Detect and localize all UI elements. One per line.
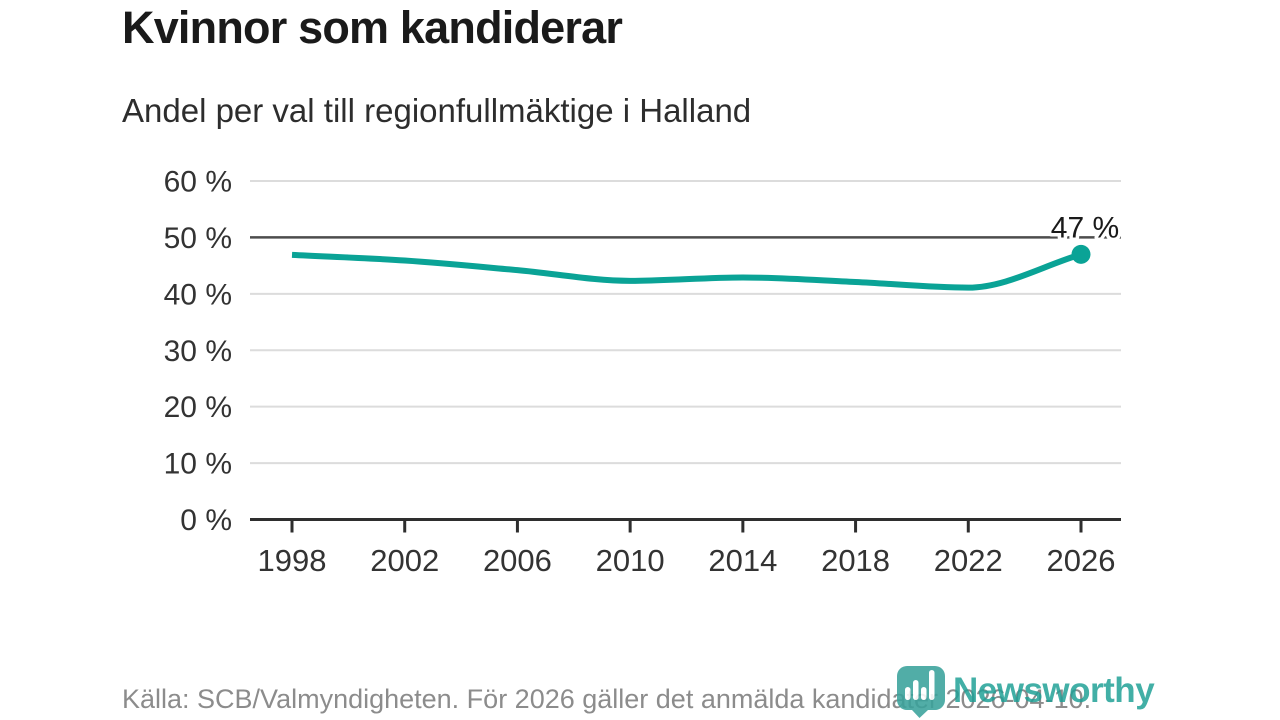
y-tick-label: 20 % [164,391,232,424]
x-tick-label: 2022 [934,543,1003,578]
x-tick-label: 1998 [258,543,327,578]
newsworthy-logo-icon [897,666,945,718]
x-tick-label: 2026 [1047,543,1116,578]
last-point-label: 47 % [1051,211,1119,244]
last-point-marker [1071,244,1091,264]
chart-title: Kvinnor som kandiderar [122,2,623,53]
x-tick-label: 2010 [596,543,665,578]
y-tick-label: 0 % [180,504,232,537]
series-line [291,251,1082,291]
y-tick-label: 60 % [164,166,232,199]
newsworthy-logo: Newsworthy [896,666,1155,718]
x-tick-label: 2014 [708,543,777,578]
y-tick-label: 40 % [164,278,232,311]
chart-subtitle: Andel per val till regionfullmäktige i H… [122,92,752,129]
y-tick-label: 10 % [164,448,232,481]
x-tick-label: 2006 [483,543,552,578]
newsworthy-wordmark: Newsworthy [953,671,1155,710]
x-tick-label: 2002 [370,543,439,578]
x-tick-label: 2018 [821,543,890,578]
y-tick-label: 50 % [164,222,232,255]
y-tick-label: 30 % [164,335,232,368]
